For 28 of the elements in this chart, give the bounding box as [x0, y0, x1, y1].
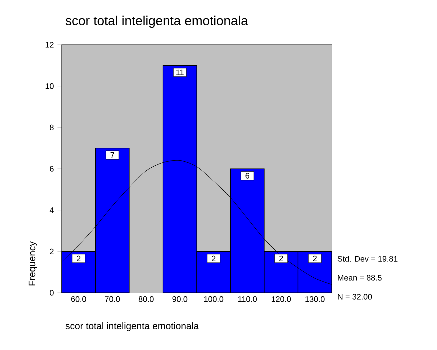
- y-tick-label: 2: [50, 248, 54, 254]
- x-tick-label: 110.0: [238, 296, 258, 302]
- x-tick-label: 60.0: [72, 296, 86, 302]
- x-tick-label: 120.0: [272, 296, 292, 302]
- data-label: 2: [280, 256, 284, 262]
- text: Mean = 88.5: [338, 275, 382, 281]
- data-label: 2: [77, 256, 81, 262]
- y-tick-label: 12: [46, 42, 54, 48]
- text: Std. Dev = 19.81: [338, 256, 398, 262]
- y-axis-title: Frequency: [28, 242, 38, 286]
- x-tick-label: 80.0: [138, 296, 154, 302]
- y-tick-label: 6: [50, 166, 54, 172]
- y-tick-label: 8: [50, 124, 54, 130]
- data-label: 7: [110, 152, 114, 158]
- data-label: 2: [313, 256, 317, 262]
- data-label: 2: [212, 256, 216, 262]
- y-tick-label: 10: [46, 84, 54, 90]
- data-label: 11: [176, 70, 184, 76]
- x-axis-title: scor total inteligenta emotionala: [66, 322, 200, 332]
- data-label: 6: [246, 173, 250, 179]
- text: N = 32.00: [338, 294, 372, 300]
- x-tick-label: 100.0: [204, 296, 224, 302]
- x-tick-label: 130.0: [306, 296, 325, 302]
- chart-title: scor total inteligenta emotionala: [66, 16, 248, 28]
- x-tick-label: 90.0: [172, 296, 188, 302]
- y-tick-label: 0: [50, 290, 54, 296]
- x-tick-label: 70.0: [105, 296, 120, 302]
- y-tick-label: 4: [50, 208, 54, 214]
